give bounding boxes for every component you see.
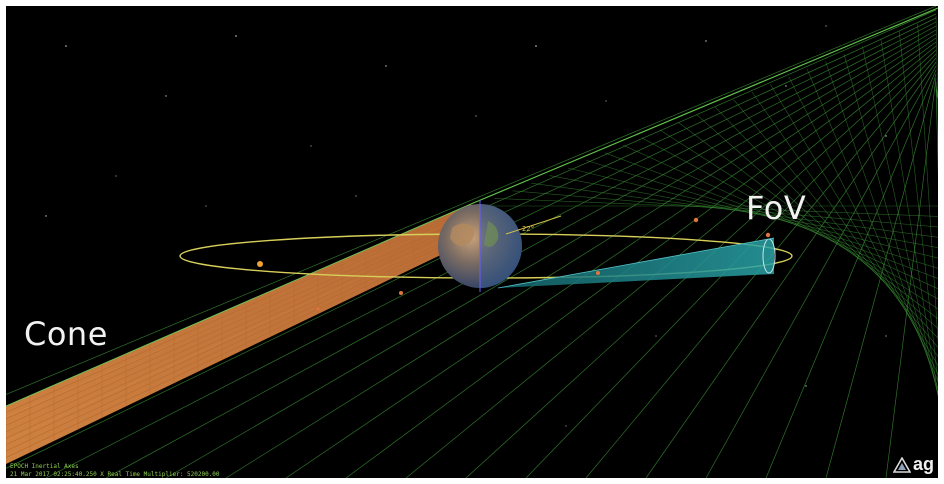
agi-logo: ag	[892, 454, 934, 475]
stk-3d-viewport[interactable]: Cone FoV 22° EPOCH Inertial Axes 21 Mar …	[6, 6, 938, 478]
cone-label: Cone	[24, 315, 108, 353]
satellite-markers[interactable]	[257, 217, 771, 311]
earth-globe[interactable]	[438, 200, 522, 292]
logo-text: ag	[912, 454, 934, 474]
scene-canvas[interactable]	[6, 6, 938, 478]
agi-triangle-icon	[892, 456, 911, 473]
fov-beam	[497, 237, 776, 289]
angle-readout: 22°	[522, 225, 535, 233]
status-time-readout: 21 Mar 2017 02:25:40.250 X Real Time Mul…	[10, 471, 220, 478]
sun-vector	[505, 215, 562, 235]
grid-plane	[6, 6, 938, 478]
fov-label: FoV	[746, 189, 807, 227]
sensor-cone	[6, 203, 476, 464]
starfield	[45, 25, 887, 427]
status-axes-label: EPOCH Inertial Axes	[10, 463, 79, 470]
